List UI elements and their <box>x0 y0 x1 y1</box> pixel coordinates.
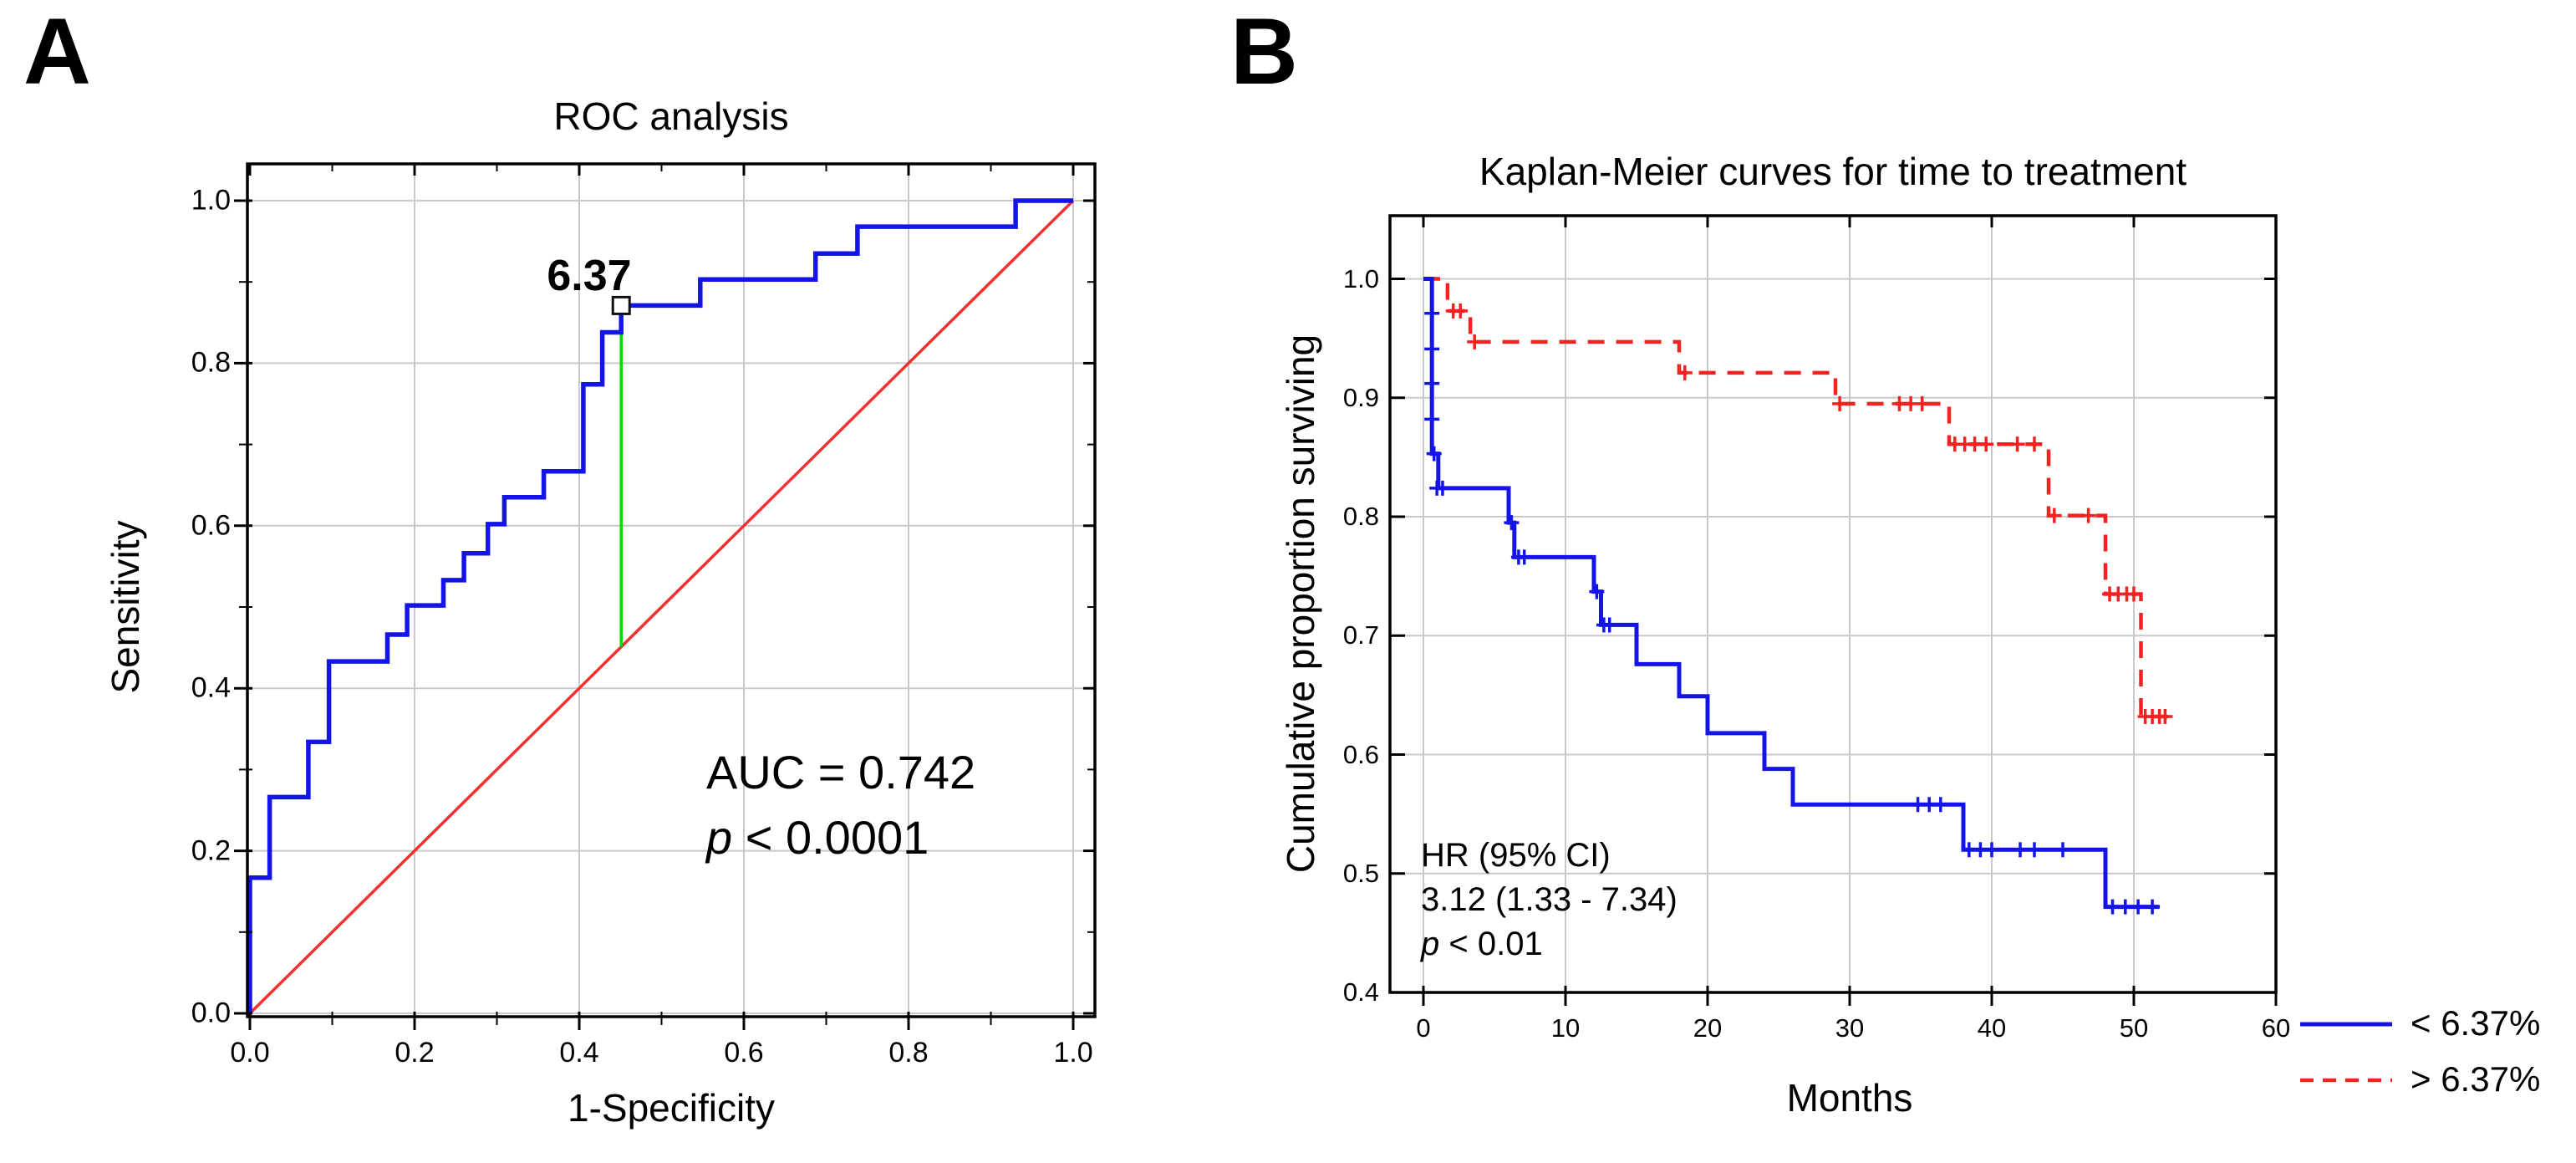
roc-curve <box>247 198 1073 1013</box>
panel-a-cutpoint-label: 6.37 <box>547 252 632 300</box>
panel-b-y-tick-label: 0.5 <box>1342 858 1379 888</box>
panel-a-title: ROC analysis <box>553 94 789 138</box>
panel-a-y-tick-label: 0.8 <box>191 346 231 379</box>
panel-b-frame <box>1388 214 2278 994</box>
panel-b-x-tick-label: 30 <box>1835 1013 1865 1043</box>
panel-a-auc-annotation: AUC = 0.742 p < 0.0001 <box>706 740 975 870</box>
panel-b-y-tick-label: 0.7 <box>1342 620 1379 650</box>
km-curve-above-cutoff <box>1423 277 2170 719</box>
panel-a-x-tick-label: 0.0 <box>230 1037 270 1069</box>
auc-value-text: AUC = 0.742 <box>706 746 976 798</box>
panel-b-y-axis-title: Cumulative proportion surviving <box>1279 334 1322 874</box>
panel-a-x-tick-label: 0.6 <box>724 1037 764 1069</box>
panel-b-x-tick-label: 40 <box>1977 1013 2007 1043</box>
p-value-text: p < 0.01 <box>1421 926 1543 962</box>
panel-a-y-axis-title: Sensitivity <box>104 520 147 694</box>
chance-diagonal-line <box>248 199 1075 1015</box>
panel-b-title: Kaplan-Meier curves for time to treatmen… <box>1479 150 2187 193</box>
panel-b-y-tick-label: 0.8 <box>1342 502 1379 531</box>
panel-a-x-tick-label: 0.4 <box>559 1037 599 1069</box>
panel-b-y-tick-label: 0.9 <box>1342 382 1379 412</box>
panel-b-hr-annotation: HR (95% CI) 3.12 (1.33 - 7.34) p < 0.01 <box>1421 834 1677 967</box>
panel-a-x-tick-label: 0.8 <box>888 1037 929 1069</box>
panel-b-y-tick-label: 0.6 <box>1342 739 1379 769</box>
panel-a-frame <box>246 162 1097 1018</box>
panel-a-y-tick-label: 0.4 <box>191 671 231 704</box>
panel-a-x-axis-title: 1-Specificity <box>568 1086 775 1130</box>
hr-label-text: HR (95% CI) <box>1421 837 1611 874</box>
panel-a-y-tick-label: 1.0 <box>191 184 231 217</box>
panel-b-x-tick-label: 10 <box>1550 1013 1581 1043</box>
panel-b-x-tick-label: 50 <box>2119 1013 2149 1043</box>
panel-a-x-tick-label: 0.2 <box>395 1037 435 1069</box>
panel-a-y-tick-label: 0.2 <box>191 834 231 867</box>
km-curve-below-cutoff <box>1423 277 2160 910</box>
panel-b-x-tick-label: 0 <box>1416 1013 1431 1043</box>
panel-a-y-tick-label: 0.0 <box>191 997 231 1029</box>
panel-b-x-tick-label: 20 <box>1693 1013 1723 1043</box>
cutpoint-marker <box>611 295 631 315</box>
panel-a-x-tick-label: 1.0 <box>1053 1037 1093 1069</box>
panel-a-y-tick-label: 0.6 <box>191 509 231 542</box>
panel-a-letter: A <box>23 0 91 104</box>
panel-b-x-tick-label: 60 <box>2261 1013 2291 1043</box>
panel-b-y-tick-label: 1.0 <box>1342 263 1379 293</box>
panel-b-x-axis-title: Months <box>1786 1076 1913 1120</box>
legend-label-above-cutoff: > 6.37% <box>2411 1059 2541 1099</box>
panel-b-y-tick-label: 0.4 <box>1342 977 1379 1007</box>
legend-label-below-cutoff: < 6.37% <box>2411 1003 2541 1043</box>
p-value-text: p < 0.0001 <box>706 811 929 864</box>
panel-b-letter: B <box>1230 0 1298 104</box>
hr-value-text: 3.12 (1.33 - 7.34) <box>1421 881 1677 918</box>
